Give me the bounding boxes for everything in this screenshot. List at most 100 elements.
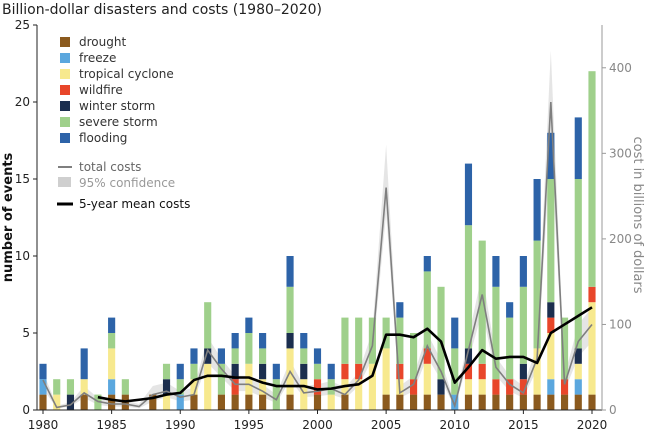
bar-severe-storm-1995 bbox=[245, 333, 253, 364]
y-tick-label-5: 5 bbox=[22, 326, 30, 340]
bar-drought-2019 bbox=[574, 394, 582, 410]
chart-title: Billion-dollar disasters and costs (1980… bbox=[2, 2, 322, 18]
bar-drought-1980 bbox=[39, 394, 47, 410]
bar-tropical-cyclone-1983 bbox=[80, 379, 88, 395]
y2-tick-label-0: 0 bbox=[609, 403, 617, 417]
bar-wildfire-2012 bbox=[478, 363, 486, 380]
bar-flooding-1993 bbox=[217, 348, 225, 364]
x-tick-label-2010: 2010 bbox=[439, 418, 470, 432]
bar-severe-storm-2000 bbox=[313, 363, 322, 380]
bar-flooding-2013 bbox=[492, 256, 500, 287]
bar-drought-2014 bbox=[506, 394, 514, 410]
y2-tick-label-100: 100 bbox=[609, 317, 632, 331]
bar-severe-storm-1984 bbox=[94, 394, 102, 410]
bar-drought-1988 bbox=[149, 394, 157, 410]
legend-label-flooding: flooding bbox=[79, 131, 127, 145]
bar-drought-2008 bbox=[423, 394, 431, 410]
legend-swatch-flooding bbox=[60, 133, 70, 143]
bar-flooding-1998 bbox=[286, 256, 294, 287]
legend-swatch-confidence bbox=[58, 177, 71, 187]
x-tick-label-2015: 2015 bbox=[508, 418, 539, 432]
bar-wildfire-2018 bbox=[560, 379, 569, 395]
bar-severe-storm-2007 bbox=[410, 333, 418, 380]
bar-winter-storm-2017 bbox=[547, 302, 555, 318]
bar-freeze-1985 bbox=[108, 379, 116, 395]
x-tick-label-1985: 1985 bbox=[96, 418, 127, 432]
bar-flooding-1994 bbox=[231, 333, 239, 349]
bar-drought-2017 bbox=[547, 394, 555, 410]
bar-wildfire-2011 bbox=[464, 363, 473, 380]
bar-severe-storm-2011 bbox=[464, 225, 473, 349]
bar-flooding-2011 bbox=[464, 163, 473, 226]
bar-flooding-1991 bbox=[190, 348, 198, 364]
bar-flooding-2006 bbox=[396, 302, 404, 318]
bar-wildfire-2000 bbox=[313, 379, 322, 395]
bar-drought-2016 bbox=[533, 394, 541, 410]
legend-swatch-severe-storm bbox=[60, 117, 70, 127]
bar-severe-storm-2008 bbox=[423, 271, 431, 349]
bar-tropical-cyclone-2019 bbox=[574, 363, 582, 380]
bar-drought-2000 bbox=[313, 394, 322, 410]
bar-severe-storm-2017 bbox=[547, 179, 555, 303]
bar-winter-storm-2009 bbox=[437, 379, 445, 395]
bar-drought-2011 bbox=[464, 394, 473, 410]
bar-tropical-cyclone-1999 bbox=[300, 379, 308, 410]
bar-severe-storm-2016 bbox=[533, 240, 541, 349]
bar-flooding-2000 bbox=[313, 348, 322, 364]
bar-tropical-cyclone-1989 bbox=[162, 394, 171, 410]
bar-severe-storm-2013 bbox=[492, 286, 500, 380]
bar-drought-1996 bbox=[259, 394, 267, 410]
bar-tropical-cyclone-2008 bbox=[423, 363, 431, 395]
bar-tropical-cyclone-1996 bbox=[259, 379, 267, 395]
bar-severe-storm-2012 bbox=[478, 240, 486, 364]
bar-winter-storm-1992 bbox=[204, 348, 212, 364]
bar-winter-storm-2015 bbox=[519, 363, 527, 380]
bar-severe-storm-2018 bbox=[560, 317, 569, 380]
bar-flooding-2015 bbox=[519, 256, 527, 287]
bar-drought-1998 bbox=[286, 394, 294, 410]
bar-wildfire-2017 bbox=[547, 317, 555, 333]
y-tick-label-10: 10 bbox=[15, 249, 30, 263]
bar-tropical-cyclone-2011 bbox=[464, 379, 473, 395]
bar-drought-2005 bbox=[382, 394, 390, 410]
bar-severe-storm-2019 bbox=[574, 179, 582, 349]
bar-flooding-2017 bbox=[547, 132, 555, 179]
bar-winter-storm-1982 bbox=[66, 394, 75, 410]
bar-tropical-cyclone-2001 bbox=[327, 394, 335, 410]
bar-tropical-cyclone-1995 bbox=[245, 363, 253, 395]
x-tick-label-2000: 2000 bbox=[302, 418, 333, 432]
bar-wildfire-2014 bbox=[506, 379, 514, 395]
y-tick-label-25: 25 bbox=[15, 18, 30, 32]
x-tick-label-1995: 1995 bbox=[234, 418, 265, 432]
bar-flooding-1995 bbox=[245, 317, 253, 333]
legend-swatch-winter-storm bbox=[60, 101, 70, 111]
bar-tropical-cyclone-1981 bbox=[53, 394, 61, 410]
bar-flooding-1997 bbox=[272, 363, 280, 380]
bar-wildfire-2008 bbox=[423, 348, 431, 364]
bar-flooding-2001 bbox=[327, 363, 335, 380]
bar-drought-2002 bbox=[341, 394, 349, 410]
legend-swatch-freeze bbox=[60, 53, 70, 63]
bar-severe-storm-1992 bbox=[204, 302, 212, 349]
bar-severe-storm-2009 bbox=[437, 286, 445, 380]
bar-tropical-cyclone-2004 bbox=[368, 363, 376, 410]
bar-winter-storm-2011 bbox=[464, 348, 473, 364]
bar-drought-1994 bbox=[231, 394, 239, 410]
bar-tropical-cyclone-1992 bbox=[204, 363, 212, 410]
legend-label-freeze: freeze bbox=[79, 51, 116, 65]
bar-winter-storm-1998 bbox=[286, 333, 294, 349]
legend-swatch-wildfire bbox=[60, 85, 70, 95]
bar-wildfire-2006 bbox=[396, 363, 404, 380]
legend-label-confidence: 95% confidence bbox=[79, 176, 175, 190]
bar-drought-1995 bbox=[245, 394, 253, 410]
bar-drought-2013 bbox=[492, 394, 500, 410]
mean-costs-line bbox=[97, 306, 593, 403]
bar-drought-2015 bbox=[519, 394, 527, 410]
bar-winter-storm-1989 bbox=[162, 379, 171, 395]
y2-tick-label-400: 400 bbox=[609, 61, 632, 75]
bar-severe-storm-1997 bbox=[272, 379, 280, 410]
bar-flooding-1980 bbox=[39, 363, 47, 380]
bar-freeze-2010 bbox=[451, 394, 459, 410]
bar-flooding-1999 bbox=[300, 333, 308, 349]
